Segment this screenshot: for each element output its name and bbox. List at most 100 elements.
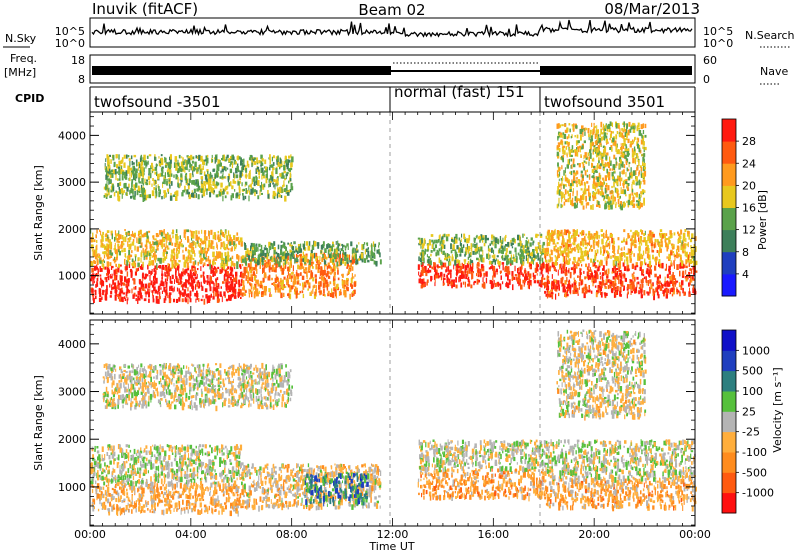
scatter-cell	[575, 204, 578, 208]
scatter-cell	[610, 122, 613, 126]
scatter-cell	[305, 280, 309, 283]
scatter-cell	[609, 160, 612, 166]
scatter-cell	[95, 245, 97, 252]
scatter-cell	[558, 189, 561, 196]
scatter-cell	[425, 271, 428, 277]
scatter-cell	[241, 287, 245, 291]
scatter-cell	[647, 244, 649, 249]
scatter-cell	[97, 256, 101, 258]
scatter-cell	[620, 145, 623, 151]
scatter-cell	[563, 201, 566, 206]
scatter-cell	[299, 261, 303, 267]
scatter-cell	[630, 201, 633, 205]
scatter-cell	[545, 259, 548, 263]
scatter-cell	[677, 246, 680, 253]
scatter-cell	[553, 262, 556, 266]
scatter-cell	[597, 287, 600, 293]
scatter-cell	[438, 248, 441, 252]
scatter-cell	[273, 269, 276, 273]
scatter-cell	[107, 275, 110, 278]
scatter-cell	[563, 170, 565, 176]
scatter-cell	[512, 276, 516, 280]
scatter-cell	[438, 275, 441, 278]
scatter-cell	[101, 284, 103, 288]
scatter-cell	[564, 189, 567, 195]
scatter-cell	[591, 122, 593, 127]
scatter-cell	[97, 258, 99, 264]
scatter-cell	[217, 230, 220, 234]
scatter-cell	[586, 174, 589, 178]
scatter-cell	[220, 234, 222, 240]
scatter-cell	[643, 170, 647, 177]
scatter-cell	[606, 132, 608, 135]
scatter-cell	[162, 249, 166, 255]
scatter-cell	[658, 280, 661, 284]
scatter-cell	[668, 265, 671, 271]
scatter-cell	[643, 153, 646, 157]
scatter-cell	[336, 246, 339, 250]
scatter-cell	[146, 231, 149, 238]
scatter-cell	[227, 230, 230, 236]
scatter-cell	[161, 241, 164, 246]
scatter-cell	[609, 121, 612, 127]
scatter-cell	[418, 278, 421, 284]
scatter-cell	[550, 282, 553, 288]
scatter-cell	[579, 147, 581, 153]
scatter-cell	[101, 261, 103, 268]
scatter-cell	[506, 248, 508, 253]
scatter-cell	[590, 129, 592, 135]
scatter-cell	[168, 242, 172, 246]
scatter-cell	[642, 240, 645, 243]
scatter-cell	[625, 172, 627, 177]
scatter-cell	[597, 188, 600, 192]
scatter-cell	[203, 249, 205, 253]
scatter-cell	[680, 235, 682, 239]
scatter-cell	[566, 190, 569, 194]
scatter-cell	[178, 248, 180, 254]
scatter-cell	[601, 192, 605, 197]
scatter-cell	[141, 264, 144, 270]
scatter-cell	[420, 252, 423, 257]
scatter-cell	[562, 256, 564, 263]
scatter-cell	[498, 283, 501, 286]
scatter-cell	[463, 233, 466, 240]
scatter-cell	[577, 248, 580, 253]
scatter-cell	[628, 121, 631, 127]
scatter-cell	[567, 161, 570, 165]
scatter-cell	[119, 264, 122, 267]
scatter-cell	[524, 244, 526, 248]
scatter-cell	[342, 249, 344, 254]
scatter-cell	[631, 200, 634, 205]
scatter-cell	[140, 170, 143, 177]
scatter-cell	[630, 126, 633, 130]
scatter-cell	[476, 273, 478, 277]
scatter-cell	[687, 254, 689, 261]
scatter-cell	[606, 168, 609, 174]
scatter-cell	[339, 291, 342, 296]
scatter-cell	[574, 246, 576, 251]
scatter-cell	[225, 230, 227, 235]
scatter-cell	[450, 272, 452, 279]
scatter-cell	[247, 280, 250, 284]
scatter-cell	[605, 269, 607, 275]
scatter-cell	[593, 233, 597, 237]
scatter-cell	[203, 276, 205, 280]
scatter-cell	[434, 239, 436, 244]
scatter-cell	[124, 229, 126, 232]
scatter-cell	[639, 201, 642, 206]
scatter-cell	[310, 256, 312, 261]
scatter-cell	[113, 269, 116, 276]
scatter-cell	[220, 230, 223, 233]
scatter-cell	[613, 164, 615, 170]
scatter-cell	[682, 287, 684, 294]
scatter-cell	[644, 190, 646, 193]
scatter-cell	[582, 163, 585, 168]
scatter-cell	[235, 243, 237, 248]
scatter-cell	[230, 267, 234, 272]
scatter-cell	[610, 145, 613, 148]
scatter-cell	[228, 238, 231, 242]
scatter-cell	[167, 162, 171, 168]
scatter-cell	[479, 268, 482, 274]
scatter-cell	[443, 277, 446, 280]
scatter-cell	[679, 234, 681, 240]
